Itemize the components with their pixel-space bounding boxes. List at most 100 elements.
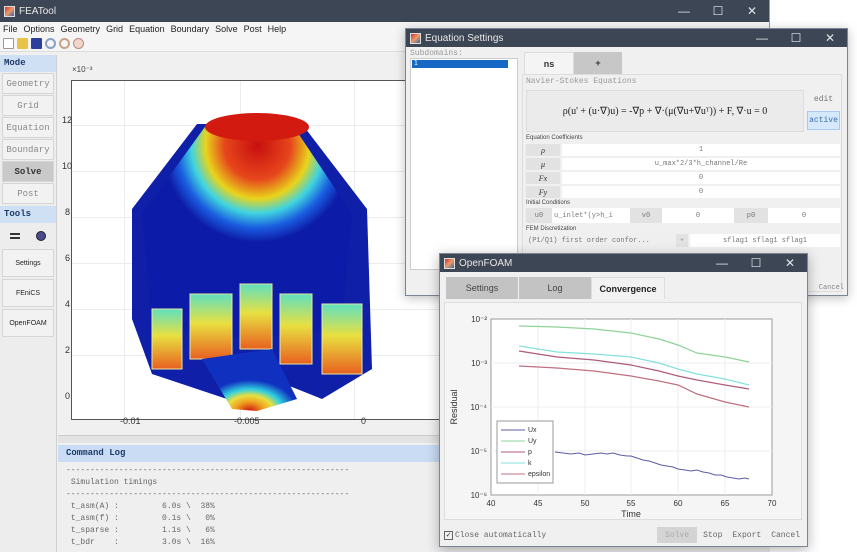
menu-file[interactable]: File — [3, 24, 18, 34]
equals-icon[interactable] — [10, 233, 20, 239]
zoom-in-icon[interactable] — [45, 38, 56, 49]
subdomain-item-1[interactable]: 1 — [412, 60, 508, 68]
solve-sphere-icon[interactable] — [36, 231, 46, 241]
maximize-button[interactable]: ☐ — [750, 256, 762, 270]
u0-input[interactable]: u_inlet*(y>h_i — [552, 208, 630, 223]
fem-row: (P1/Q1) first order confor... ⌄ sflag1 s… — [526, 234, 840, 247]
rho-input[interactable]: 1 — [562, 144, 840, 156]
openfoam-titlebar[interactable]: OpenFOAM — ☐ ✕ — [440, 254, 807, 272]
y-axis-label: Residual — [449, 389, 459, 424]
coefficient-row-fx: Fx 0 — [526, 172, 840, 184]
x-tick-65: 65 — [721, 499, 730, 508]
export-button[interactable]: Export — [732, 530, 762, 540]
tab-add[interactable]: + — [574, 52, 622, 74]
convergence-plot: Ux Uy p k epsilon 10⁻² 10⁻³ 10⁻⁴ 10⁻⁵ 10… — [444, 302, 802, 520]
menu-grid[interactable]: Grid — [106, 24, 124, 34]
cancel-button[interactable]: Cancel — [771, 530, 800, 540]
save-icon[interactable] — [31, 38, 42, 49]
subdomains-listbox[interactable]: 1 — [410, 58, 518, 270]
maximize-button[interactable]: ☐ — [790, 31, 802, 45]
tab-settings[interactable]: Settings — [446, 277, 518, 299]
fem-flags-input[interactable]: sflag1 sflag1 sflag1 — [690, 234, 840, 247]
v0-input[interactable]: 0 — [662, 208, 734, 223]
maximize-button[interactable]: ☐ — [712, 4, 724, 18]
legend-k: k — [528, 460, 532, 467]
eq-cancel-button[interactable]: Cancel — [818, 284, 844, 292]
fx-input[interactable]: 0 — [562, 172, 840, 184]
initial-conditions-label: Initial Conditions — [526, 200, 571, 206]
active-button[interactable]: active — [807, 111, 840, 130]
equation-settings-title: Equation Settings — [425, 32, 504, 44]
menu-help[interactable]: Help — [267, 24, 287, 34]
fy-input[interactable]: 0 — [562, 186, 840, 198]
stop-button[interactable]: Stop — [703, 530, 723, 540]
sidebar: Mode Geometry Grid Equation Boundary Sol… — [0, 55, 57, 552]
p0-input[interactable]: 0 — [768, 208, 840, 223]
equation-settings-window: Equation Settings — ☐ ✕ Subdomains: 1 ns… — [405, 28, 848, 296]
tab-ns[interactable]: ns — [524, 52, 574, 74]
coef-symbol: Fx — [526, 172, 560, 184]
solve-button[interactable]: Solve — [657, 527, 698, 543]
close-automatically-label: Close automatically — [455, 530, 547, 540]
fenics-button[interactable]: FEniCS — [2, 279, 54, 307]
settings-button[interactable]: Settings — [2, 249, 54, 277]
openfoam-button[interactable]: OpenFOAM — [2, 309, 54, 337]
coefficient-row-rho: ρ 1 — [526, 144, 840, 156]
y-tick-2: 2 — [65, 345, 71, 355]
y-tick-10: 10 — [62, 161, 73, 171]
edit-button[interactable]: edit — [813, 95, 834, 104]
p0-symbol: p0 — [734, 208, 768, 223]
equation-tabs: ns + — [524, 52, 622, 74]
close-button[interactable]: ✕ — [746, 4, 758, 18]
mode-post-button[interactable]: Post — [2, 183, 54, 204]
chevron-down-icon[interactable]: ⌄ — [676, 234, 688, 247]
y-tick-1e-4: 10⁻⁴ — [470, 403, 487, 412]
mode-header: Mode — [0, 55, 56, 72]
mu-input[interactable]: u_max*2/3*h_channel/Re — [562, 158, 840, 170]
x-tick-50: 50 — [581, 499, 590, 508]
openfoam-title: OpenFOAM — [459, 257, 513, 269]
equation-coefficients-label: Equation Coefficients — [526, 135, 583, 141]
main-titlebar[interactable]: FEATool — ☐ ✕ — [0, 0, 769, 22]
mode-boundary-button[interactable]: Boundary — [2, 139, 54, 160]
openfoam-window: OpenFOAM — ☐ ✕ Settings Log Convergence — [439, 253, 808, 547]
tools-icon-row — [2, 225, 54, 247]
open-folder-icon[interactable] — [17, 38, 28, 49]
mode-solve-button[interactable]: Solve — [2, 161, 54, 182]
close-button[interactable]: ✕ — [784, 256, 796, 270]
close-automatically-checkbox[interactable]: ✓ — [444, 530, 453, 540]
new-file-icon[interactable] — [3, 38, 14, 49]
tab-log[interactable]: Log — [519, 277, 591, 299]
menu-post[interactable]: Post — [243, 24, 262, 34]
menu-solve[interactable]: Solve — [215, 24, 238, 34]
y-exponent-label: ×10⁻³ — [72, 65, 93, 74]
menu-geometry[interactable]: Geometry — [60, 24, 101, 34]
featool-app-icon — [444, 257, 455, 269]
openfoam-footer: ✓ Close automatically Solve Stop Export … — [444, 526, 804, 544]
residual-chart[interactable]: Ux Uy p k epsilon 10⁻² 10⁻³ 10⁻⁴ 10⁻⁵ 10… — [445, 303, 803, 521]
minimize-button[interactable]: — — [678, 4, 690, 18]
fem-dropdown[interactable]: (P1/Q1) first order confor... — [526, 234, 676, 247]
mode-grid-button[interactable]: Grid — [2, 95, 54, 116]
v0-symbol: v0 — [630, 208, 662, 223]
close-button[interactable]: ✕ — [824, 31, 836, 45]
mode-equation-button[interactable]: Equation — [2, 117, 54, 138]
minimize-button[interactable]: — — [716, 256, 728, 270]
splitter-handle[interactable] — [58, 435, 770, 443]
featool-app-icon — [4, 5, 15, 17]
minimize-button[interactable]: — — [756, 31, 768, 45]
equation-settings-titlebar[interactable]: Equation Settings — ☐ ✕ — [406, 29, 847, 47]
x-tick-neg001: -0.01 — [120, 416, 141, 426]
command-log-text: ----------------------------------------… — [66, 466, 350, 547]
mode-geometry-button[interactable]: Geometry — [2, 73, 54, 94]
menu-options[interactable]: Options — [23, 24, 55, 34]
openfoam-tabs: Settings Log Convergence — [446, 277, 665, 299]
featool-app-icon — [410, 32, 421, 44]
menu-boundary[interactable]: Boundary — [170, 24, 210, 34]
x-tick-0: 0 — [361, 416, 367, 426]
tab-convergence[interactable]: Convergence — [591, 277, 665, 299]
pan-hand-icon[interactable] — [73, 38, 84, 49]
menu-equation[interactable]: Equation — [129, 24, 165, 34]
zoom-out-icon[interactable] — [59, 38, 70, 49]
y-tick-6: 6 — [65, 253, 71, 263]
